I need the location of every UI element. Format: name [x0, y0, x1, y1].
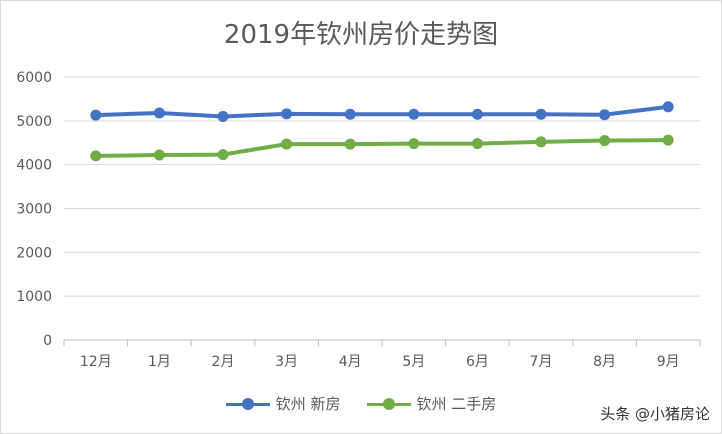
x-tick-label: 3月 [275, 354, 298, 370]
y-axis-ticks: 0 1000 2000 3000 4000 5000 6000 [16, 70, 52, 349]
y-tick-label: 1000 [16, 289, 52, 305]
data-point [281, 138, 293, 150]
data-point [535, 136, 547, 148]
y-tick-label: 4000 [16, 158, 52, 174]
data-point [344, 108, 356, 120]
data-point [90, 150, 102, 162]
x-tick-label: 7月 [530, 354, 553, 370]
y-tick-label: 2000 [16, 245, 52, 261]
data-point [153, 149, 165, 161]
gridlines [64, 76, 700, 297]
data-point [662, 134, 674, 146]
data-point [599, 109, 611, 121]
y-tick-label: 0 [43, 333, 52, 349]
data-point [408, 138, 420, 150]
legend-item-second-hand: 钦州 二手房 [366, 393, 497, 414]
data-point [599, 135, 611, 147]
x-tick-label: 12月 [80, 354, 112, 370]
legend-label-new-house: 钦州 新房 [275, 395, 341, 413]
x-tick-label: 8月 [593, 354, 616, 370]
data-point [153, 107, 165, 119]
legend: 钦州 新房 钦州 二手房 [0, 393, 722, 414]
data-point [408, 108, 420, 120]
data-point [662, 101, 674, 113]
x-tick-label: 2月 [212, 354, 235, 370]
series-line-1 [95, 138, 669, 158]
y-tick-label: 5000 [16, 114, 52, 130]
data-point [471, 138, 483, 150]
legend-swatch-new-house [225, 397, 270, 411]
legend-swatch-second-hand [366, 397, 411, 411]
data-point [217, 149, 229, 161]
chart-title: 2019年钦州房价走势图 [223, 20, 499, 50]
x-tick-label: 9月 [657, 354, 680, 370]
y-tick-label: 3000 [16, 202, 52, 218]
data-point [471, 108, 483, 120]
data-point [344, 138, 356, 150]
y-tick-label: 6000 [16, 70, 52, 86]
x-tick-label: 4月 [339, 354, 362, 370]
watermark: 头条 @小猪房论 [600, 405, 710, 423]
x-axis: 12月 1月 2月 3月 4月 5月 6月 7月 8月 9月 [63, 339, 701, 370]
legend-label-second-hand: 钦州 二手房 [416, 395, 497, 413]
data-point [217, 110, 229, 122]
data-point [90, 109, 102, 121]
legend-item-new-house: 钦州 新房 [225, 393, 341, 414]
data-point [535, 108, 547, 120]
x-tick-label: 6月 [466, 354, 489, 370]
x-tick-label: 5月 [402, 354, 425, 370]
series-line-0 [95, 104, 669, 119]
x-tick-label: 1月 [148, 354, 171, 370]
series-layer [90, 101, 674, 162]
data-point [281, 108, 293, 120]
